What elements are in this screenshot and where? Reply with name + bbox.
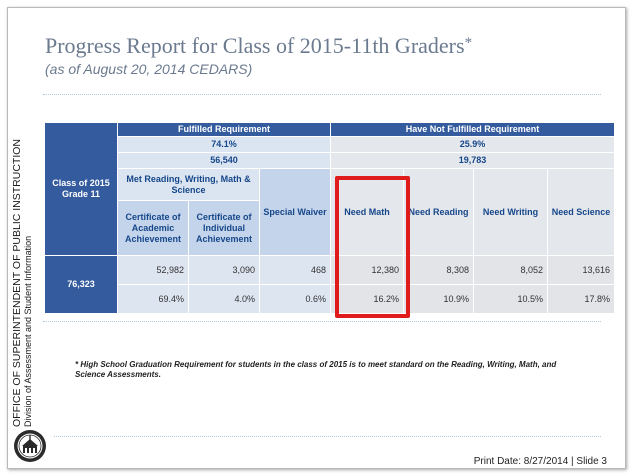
state-seal-icon [14, 430, 46, 462]
pct-need-reading: 10.9% [404, 285, 473, 313]
side-office-text: OFFICE OF SUPERINTENDENT OF PUBLIC INSTR… [11, 139, 23, 427]
pct-need-math: 16.2% [331, 285, 403, 313]
pct-need-writing: 10.5% [474, 285, 547, 313]
count-special-waiver: 468 [260, 256, 330, 284]
row-label-grade: Grade 11 [61, 189, 101, 199]
col-need-reading: Need Reading [404, 169, 473, 255]
side-division-text: Division of Assessment and Student Infor… [23, 235, 33, 427]
count-need-math: 12,380 [331, 256, 403, 284]
row-label-header: Class of 2015 Grade 11 [45, 123, 117, 255]
divider-top [43, 94, 601, 95]
not-fulfilled-header: Have Not Fulfilled Requirement [331, 123, 614, 136]
col-need-science: Need Science [548, 169, 614, 255]
divider-bottom [54, 436, 601, 437]
count-need-science: 13,616 [548, 256, 614, 284]
col-caa: Certificate of Academic Achievement [118, 201, 188, 255]
divider-middle [43, 321, 601, 322]
pct-cia: 4.0% [189, 285, 259, 313]
count-caa: 52,982 [118, 256, 188, 284]
pct-need-science: 17.8% [548, 285, 614, 313]
need-math-highlight-box [335, 176, 410, 318]
count-cia: 3,090 [189, 256, 259, 284]
col-need-writing: Need Writing [474, 169, 547, 255]
not-fulfilled-count: 19,783 [331, 153, 614, 168]
slide-subtitle: (as of August 20, 2014 CEDARS) [45, 61, 253, 77]
fulfilled-header: Fulfilled Requirement [118, 123, 330, 136]
not-fulfilled-pct: 25.9% [331, 137, 614, 152]
fulfilled-pct: 74.1% [118, 137, 330, 152]
col-need-math: Need Math [331, 169, 403, 255]
total-count: 76,323 [45, 256, 117, 313]
title-asterisk: * [464, 35, 473, 51]
count-need-writing: 8,052 [474, 256, 547, 284]
pct-special-waiver: 0.6% [260, 285, 330, 313]
met-rwms-header: Met Reading, Writing, Math & Science [118, 169, 259, 200]
print-date-footer: Print Date: 8/27/2014 | Slide 3 [473, 456, 607, 467]
fulfilled-count: 56,540 [118, 153, 330, 168]
footnote: * High School Graduation Requirement for… [75, 360, 557, 379]
slide-title: Progress Report for Class of 2015-11th G… [45, 33, 473, 58]
col-cia: Certificate of Individual Achievement [189, 201, 259, 255]
row-label-class: Class of 2015 [52, 178, 110, 188]
col-special-waiver: Special Waiver [260, 169, 330, 255]
count-need-reading: 8,308 [404, 256, 473, 284]
progress-table: Class of 2015 Grade 11 Fulfilled Require… [45, 123, 614, 313]
slide: Progress Report for Class of 2015-11th G… [7, 7, 626, 469]
pct-caa: 69.4% [118, 285, 188, 313]
